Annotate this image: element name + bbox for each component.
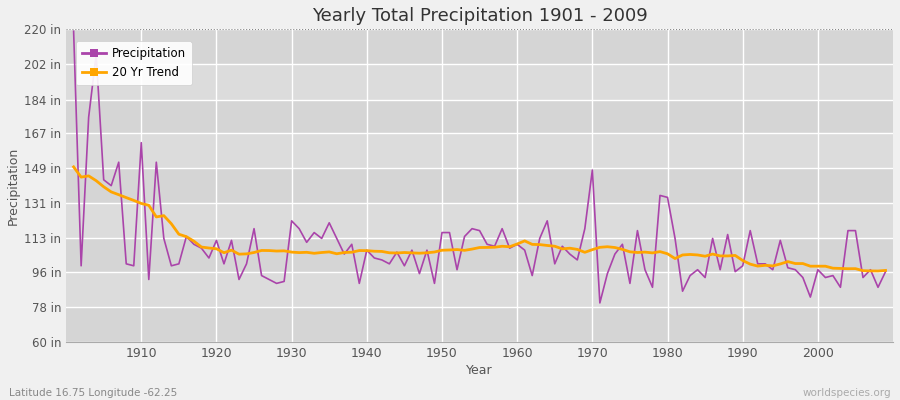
Bar [66, 238, 893, 272]
Bar [66, 100, 893, 133]
Text: Latitude 16.75 Longitude -62.25: Latitude 16.75 Longitude -62.25 [9, 388, 177, 398]
Y-axis label: Precipitation: Precipitation [7, 146, 20, 225]
Legend: Precipitation, 20 Yr Trend: Precipitation, 20 Yr Trend [76, 42, 192, 85]
Title: Yearly Total Precipitation 1901 - 2009: Yearly Total Precipitation 1901 - 2009 [311, 7, 647, 25]
Bar [66, 307, 893, 342]
Bar [66, 168, 893, 203]
X-axis label: Year: Year [466, 364, 493, 377]
Text: worldspecies.org: worldspecies.org [803, 388, 891, 398]
Bar [66, 29, 893, 64]
